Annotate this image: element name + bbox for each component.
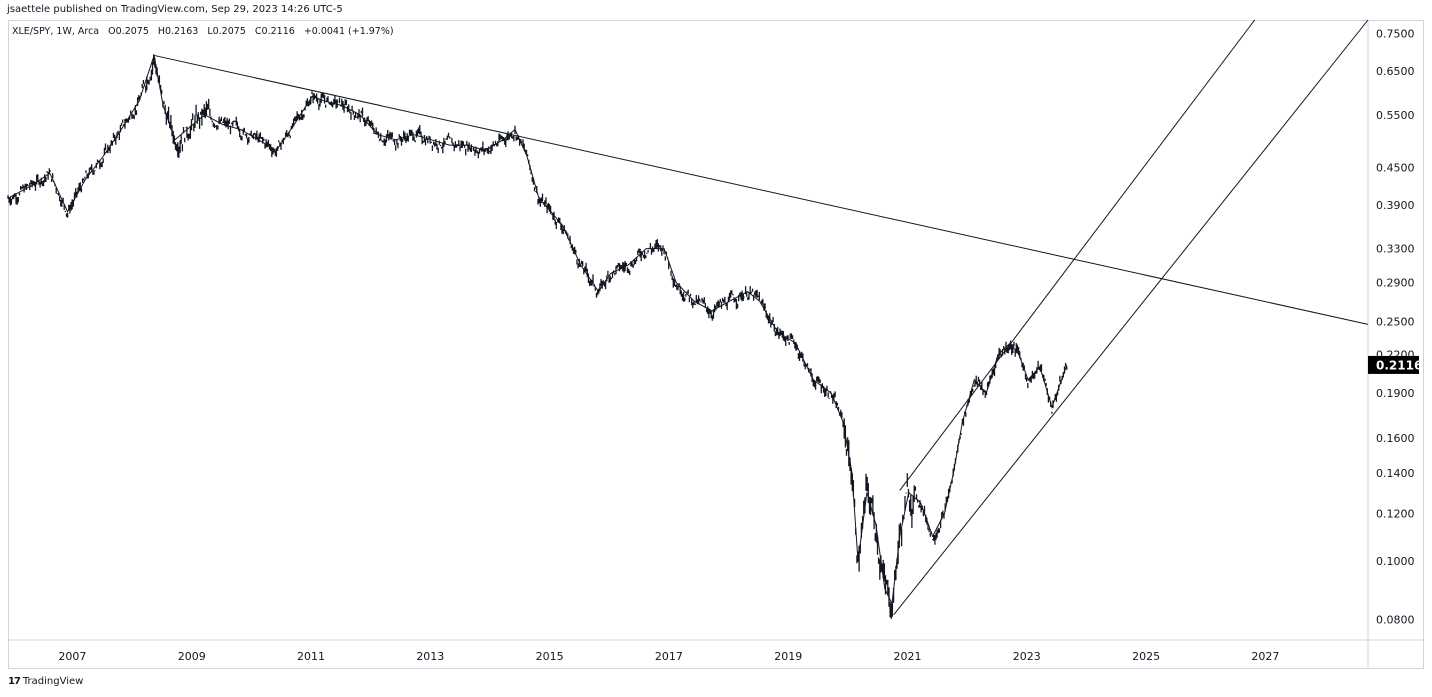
price-line bbox=[7, 55, 1068, 606]
y-tick-label: 0.7500 bbox=[1376, 28, 1415, 41]
y-tick-label: 0.2500 bbox=[1376, 315, 1415, 328]
trendline-2[interactable] bbox=[899, 19, 1256, 491]
x-tick-label: 2021 bbox=[894, 650, 922, 663]
tradingview-logo-icon: 17 bbox=[8, 676, 21, 687]
trendlines[interactable] bbox=[154, 19, 1369, 616]
trendline-1[interactable] bbox=[154, 54, 1369, 325]
x-tick-label: 2007 bbox=[58, 650, 86, 663]
x-tick-label: 2025 bbox=[1132, 650, 1160, 663]
legend-symbol[interactable]: XLE/SPY, 1W, Arca bbox=[12, 26, 100, 37]
price-axis[interactable]: 0.7500 0.6500 0.5500 0.4500 0.3900 0.3300 0.29… bbox=[1376, 28, 1415, 627]
last-price-badge bbox=[1368, 355, 1419, 374]
chart-frame bbox=[8, 20, 1424, 669]
legend-close: C0.2116 bbox=[254, 26, 295, 37]
tradingview-brand: TradingView bbox=[22, 676, 84, 687]
y-tick-label: 0.2900 bbox=[1376, 276, 1415, 289]
footer-branding[interactable]: 17 TradingView bbox=[8, 676, 83, 687]
x-tick-label: 2027 bbox=[1251, 650, 1279, 663]
y-tick-label: 0.3900 bbox=[1376, 199, 1415, 212]
y-tick-label: 0.5500 bbox=[1376, 109, 1415, 122]
y-tick-label: 0.1600 bbox=[1376, 432, 1415, 445]
y-tick-label: 0.4500 bbox=[1376, 161, 1415, 174]
x-tick-label: 2015 bbox=[536, 650, 564, 663]
x-tick-label: 2017 bbox=[655, 650, 683, 663]
last-price-text: 0.2116 bbox=[1376, 358, 1422, 372]
y-tick-label: 0.1400 bbox=[1376, 467, 1415, 480]
legend-open: O0.2075 bbox=[108, 26, 149, 37]
y-tick-label: 0.3300 bbox=[1376, 243, 1415, 256]
y-tick-label: 0.6500 bbox=[1376, 65, 1415, 78]
price-bars bbox=[7, 54, 1068, 619]
x-tick-label: 2019 bbox=[774, 650, 802, 663]
trendline-3[interactable] bbox=[893, 19, 1369, 616]
price-series[interactable] bbox=[7, 54, 1068, 619]
y-tick-label: 0.1200 bbox=[1376, 507, 1415, 520]
symbol-legend: XLE/SPY, 1W, Arca O0.2075 H0.2163 L0.207… bbox=[12, 26, 400, 37]
x-tick-label: 2009 bbox=[178, 650, 206, 663]
x-tick-label: 2013 bbox=[416, 650, 444, 663]
last-price-label: 0.2116 bbox=[1368, 355, 1422, 374]
published-line: jsaettele published on TradingView.com, … bbox=[7, 4, 343, 15]
y-tick-label: 0.0800 bbox=[1376, 614, 1415, 627]
y-tick-label: 0.1900 bbox=[1376, 387, 1415, 400]
legend-high: H0.2163 bbox=[157, 26, 199, 37]
y-tick-label: 0.1000 bbox=[1376, 555, 1415, 568]
legend-change: +0.0041 (+1.97%) bbox=[303, 26, 394, 37]
time-axis[interactable]: 2007 2009 2011 2013 2015 2017 2019 2021 2023 2025… bbox=[58, 650, 1279, 663]
x-tick-label: 2011 bbox=[297, 650, 325, 663]
legend-low: L0.2075 bbox=[207, 26, 246, 37]
x-tick-label: 2023 bbox=[1013, 650, 1041, 663]
